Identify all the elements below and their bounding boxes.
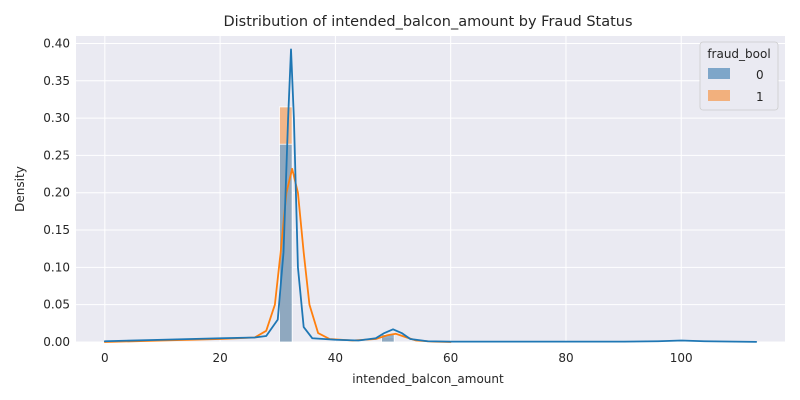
kde-line-series-1 [103,167,452,343]
y-tick-label: 0.15 [43,223,70,237]
x-tick-label: 0 [101,351,109,365]
y-tick-label: 0.05 [43,298,70,312]
x-tick-label: 80 [558,351,573,365]
legend: fraud_bool 0 1 [699,41,779,111]
legend-label-0: 0 [756,68,764,82]
chart-title: Distribution of intended_balcon_amount b… [223,14,632,30]
legend-swatch-0 [708,68,730,79]
x-tick-label: 100 [670,351,693,365]
y-tick-label: 0.35 [43,74,70,88]
x-tick-label: 60 [443,351,458,365]
legend-title: fraud_bool [707,47,770,61]
legend-swatch-1 [708,90,730,101]
kde-line-series-0 [103,48,758,343]
kde-lines [103,48,758,343]
y-axis-label: Density [13,166,27,212]
y-tick-label: 0.10 [43,260,70,274]
y-tick-label: 0.25 [43,148,70,162]
x-tick-label: 40 [328,351,343,365]
x-axis-label: intended_balcon_amount [352,372,504,386]
histogram-bars [279,106,395,343]
y-tick-label: 0.30 [43,111,70,125]
y-tick-label: 0.20 [43,186,70,200]
y-ticks: 0.00 0.05 0.10 0.15 0.20 0.25 0.30 0.35 0.40 [43,36,70,349]
x-ticks: 0 20 40 60 80 100 [101,351,693,365]
grid [76,36,785,343]
y-tick-label: 0.00 [43,335,70,349]
y-tick-label: 0.40 [43,36,70,50]
histogram-bar-series-0 [279,143,293,343]
plot-background [76,36,785,342]
legend-label-1: 1 [756,90,764,104]
x-tick-label: 20 [212,351,227,365]
